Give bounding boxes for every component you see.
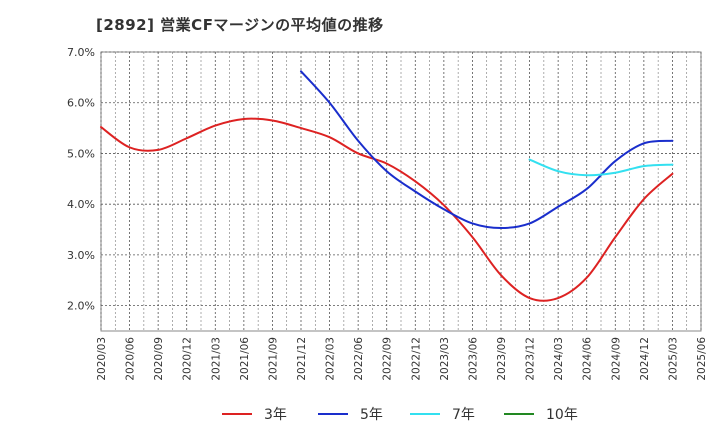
x-tick-label: 2020/09 — [153, 337, 165, 381]
legend-label: 10年 — [546, 407, 578, 423]
x-tick-label: 2022/09 — [382, 337, 394, 381]
y-tick-label: 5.0% — [67, 147, 95, 160]
y-tick-label: 2.0% — [67, 300, 95, 313]
x-tick-label: 2024/06 — [582, 337, 594, 381]
x-tick-label: 2023/09 — [496, 337, 508, 381]
y-tick-label: 4.0% — [67, 198, 95, 211]
legend-label: 7年 — [452, 407, 475, 423]
legend: 3年 5年 7年 10年 — [222, 407, 578, 423]
series-line-3 — [528, 158, 674, 177]
y-tick-label: 6.0% — [67, 97, 95, 110]
x-tick-label: 2021/03 — [210, 337, 222, 381]
x-tick-label: 2020/12 — [182, 337, 194, 381]
x-tick-label: 2024/09 — [610, 337, 622, 381]
x-tick-label: 2024/03 — [553, 337, 565, 381]
x-tick-label: 2025/03 — [667, 337, 679, 381]
y-tick-label: 3.0% — [67, 249, 95, 262]
legend-label: 3年 — [264, 407, 287, 423]
series-line-1 — [100, 117, 674, 302]
x-tick-label: 2021/09 — [267, 337, 279, 381]
x-tick-label: 2023/03 — [439, 337, 451, 381]
axis-layer: 2.0% 3.0% 4.0% 5.0% 6.0% 7.0% 2020/03 2020/06 20… — [67, 46, 708, 381]
legend-label: 5年 — [360, 407, 383, 423]
x-tick-label: 2021/12 — [296, 337, 308, 381]
chart-title: [2892] 営業CFマージンの平均値の推移 — [96, 16, 384, 34]
x-tick-label: 2021/06 — [239, 337, 251, 381]
x-tick-label: 2022/06 — [353, 337, 365, 381]
grid-layer — [100, 51, 702, 332]
y-tick-label: 7.0% — [67, 46, 95, 59]
series-line-2 — [300, 70, 674, 230]
x-tick-label: 2022/12 — [410, 337, 422, 381]
series-layer — [100, 70, 674, 302]
x-tick-label: 2020/03 — [96, 337, 108, 381]
x-tick-label: 2020/06 — [125, 337, 137, 381]
x-tick-label: 2024/12 — [639, 337, 651, 381]
x-tick-label: 2022/03 — [325, 337, 337, 381]
x-tick-label: 2025/06 — [696, 337, 708, 381]
x-tick-label: 2023/12 — [525, 337, 537, 381]
x-tick-label: 2023/06 — [467, 337, 479, 381]
